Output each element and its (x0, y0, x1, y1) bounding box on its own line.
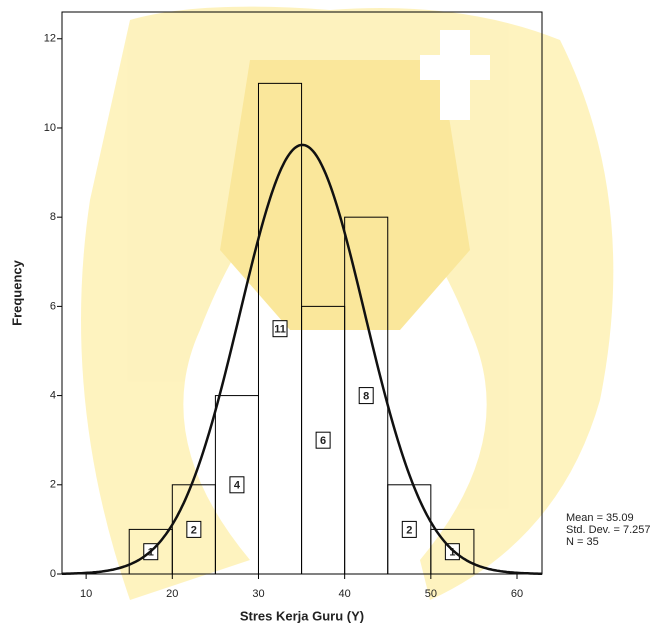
data-label-box (358, 387, 374, 405)
data-label-box (229, 476, 245, 494)
y-tick-label: 0 (50, 568, 56, 580)
stat-label: Mean = 35.09 (566, 512, 634, 524)
x-tick-label: 30 (252, 588, 264, 600)
data-label-box (186, 520, 202, 538)
data-label: 4 (234, 480, 241, 492)
stat-label: Std. Dev. = 7.257 (566, 524, 651, 536)
y-tick-label: 6 (50, 300, 56, 312)
x-tick-label: 40 (339, 588, 351, 600)
y-tick-label: 2 (50, 479, 56, 491)
x-tick-label: 50 (425, 588, 437, 600)
data-label: 6 (320, 435, 326, 447)
y-tick-label: 10 (44, 122, 56, 134)
bar (344, 216, 389, 575)
y-tick-label: 12 (44, 33, 56, 45)
y-tick-label: 8 (50, 211, 56, 223)
x-axis-title: Stres Kerja Guru (Y) (240, 608, 364, 623)
data-label: 8 (363, 390, 369, 402)
stat-label: N = 35 (566, 536, 599, 548)
bar (430, 528, 475, 575)
data-label: 1 (449, 547, 455, 559)
x-tick-label: 60 (511, 588, 523, 600)
normal-curve (62, 143, 542, 575)
data-label-box (401, 520, 417, 538)
y-axis-title: Frequency (9, 259, 24, 326)
y-tick-label: 4 (50, 389, 56, 401)
watermark (81, 6, 614, 600)
data-label: 11 (274, 324, 286, 336)
x-tick-label: 10 (80, 588, 92, 600)
data-label-box (272, 320, 288, 338)
data-label: 2 (191, 524, 197, 536)
data-label: 2 (406, 524, 412, 536)
data-label-box (315, 431, 331, 449)
x-tick-label: 20 (166, 588, 178, 600)
